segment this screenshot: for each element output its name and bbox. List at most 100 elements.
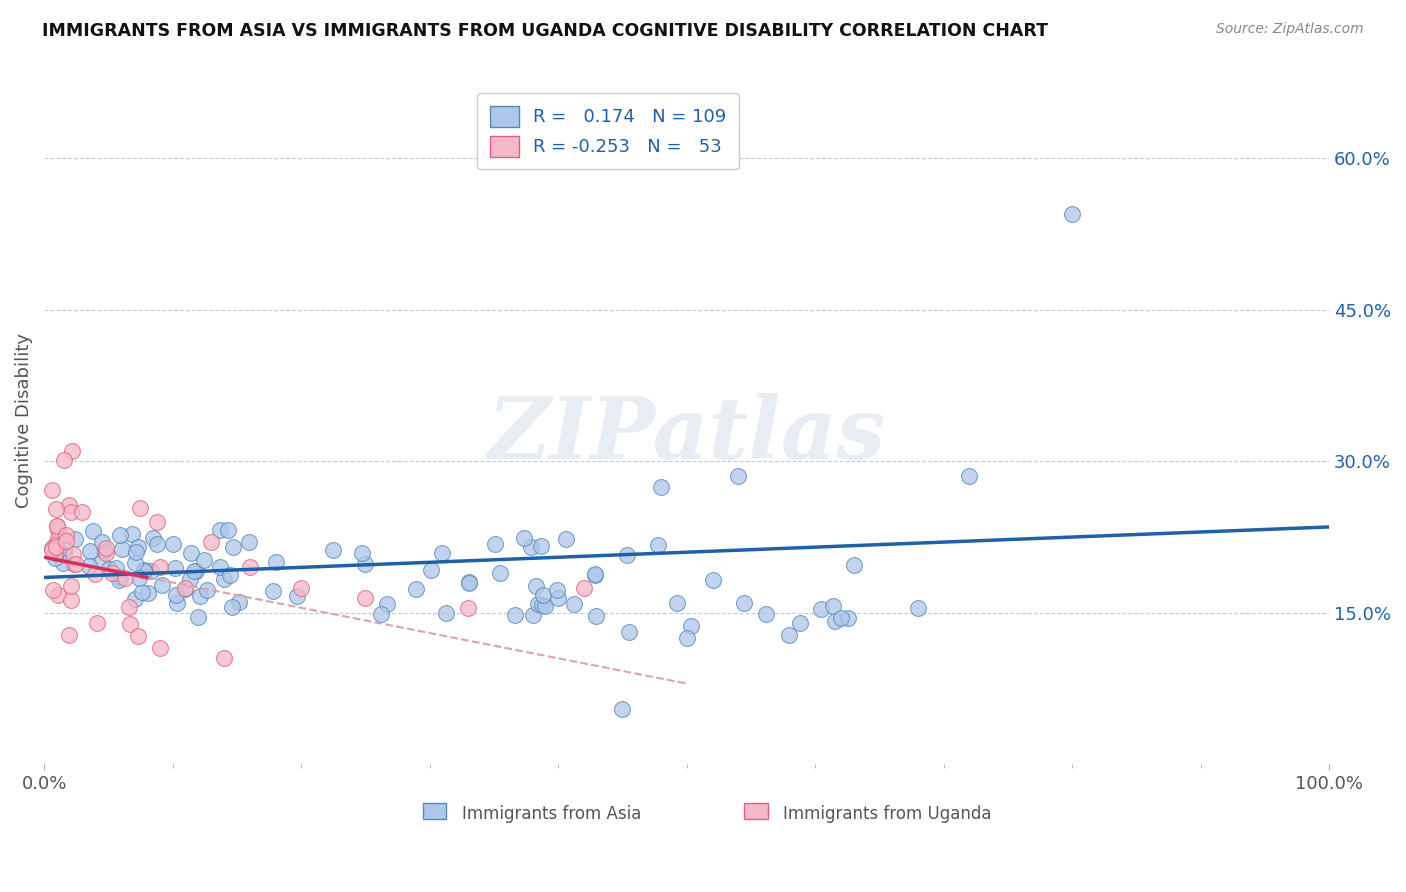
- Point: [616, 549, 638, 563]
- Point: [60, 505, 83, 519]
- Point: [108, 570, 131, 584]
- Point: [60, 444, 83, 458]
- Point: [132, 564, 155, 578]
- Point: [221, 599, 243, 614]
- Point: [91, 535, 114, 549]
- Point: [179, 572, 201, 586]
- Point: [612, 702, 634, 716]
- Point: [183, 564, 205, 578]
- Point: [842, 558, 865, 572]
- Point: [217, 523, 239, 537]
- Point: [110, 541, 132, 556]
- Point: [142, 532, 165, 546]
- Point: [188, 589, 211, 603]
- Point: [93, 543, 115, 558]
- Point: [121, 527, 143, 541]
- Text: Source: ZipAtlas.com: Source: ZipAtlas.com: [1216, 22, 1364, 37]
- Point: [530, 539, 553, 553]
- Point: [530, 598, 553, 612]
- Text: Immigrants from Asia: Immigrants from Asia: [461, 805, 641, 823]
- Point: [120, 617, 142, 632]
- Point: [86, 615, 108, 630]
- Point: [489, 566, 512, 581]
- Point: [184, 565, 207, 579]
- Point: [484, 537, 506, 551]
- Point: [522, 608, 544, 623]
- Point: [1060, 207, 1083, 221]
- Point: [208, 560, 231, 574]
- Point: [49, 529, 72, 543]
- Point: [125, 544, 148, 558]
- Point: [350, 545, 373, 559]
- Point: [96, 541, 118, 555]
- Point: [264, 555, 287, 569]
- Point: [44, 545, 66, 559]
- Point: [821, 599, 844, 613]
- Point: [174, 581, 197, 595]
- Point: [503, 607, 526, 622]
- Point: [42, 582, 65, 597]
- Point: [647, 538, 669, 552]
- Point: [547, 591, 569, 606]
- Point: [789, 615, 811, 630]
- Point: [195, 583, 218, 598]
- Point: [63, 558, 86, 572]
- Point: [90, 556, 112, 570]
- Point: [957, 469, 980, 483]
- Point: [534, 599, 557, 613]
- Point: [114, 571, 136, 585]
- Point: [555, 532, 578, 546]
- Point: [149, 560, 172, 574]
- Point: [562, 597, 585, 611]
- Point: [52, 548, 75, 562]
- Point: [165, 560, 187, 574]
- Point: [727, 469, 749, 483]
- Point: [239, 560, 262, 574]
- Point: [79, 544, 101, 558]
- Point: [65, 558, 87, 572]
- Point: [180, 546, 202, 560]
- Point: [165, 588, 187, 602]
- Point: [524, 579, 547, 593]
- Point: [166, 596, 188, 610]
- Point: [513, 531, 536, 545]
- Point: [45, 540, 67, 554]
- Point: [52, 556, 75, 570]
- Point: [53, 541, 76, 556]
- Point: [354, 557, 377, 571]
- Point: [146, 537, 169, 551]
- Point: [830, 611, 852, 625]
- Point: [405, 582, 427, 596]
- Point: [222, 540, 245, 554]
- Point: [96, 546, 118, 560]
- Point: [420, 563, 443, 577]
- Point: [187, 610, 209, 624]
- Point: [44, 538, 66, 552]
- Point: [432, 545, 454, 559]
- Point: [354, 591, 377, 605]
- Point: [98, 562, 121, 576]
- Point: [105, 561, 128, 575]
- Point: [44, 550, 66, 565]
- Point: [650, 479, 672, 493]
- Point: [55, 534, 77, 549]
- Point: [53, 453, 76, 467]
- Point: [520, 540, 543, 554]
- Point: [322, 542, 344, 557]
- Point: [733, 596, 755, 610]
- Point: [617, 624, 640, 639]
- Point: [457, 600, 479, 615]
- Point: [41, 541, 63, 555]
- Point: [46, 518, 69, 533]
- Legend: R =   0.174   N = 109, R = -0.253   N =   53: R = 0.174 N = 109, R = -0.253 N = 53: [477, 94, 740, 169]
- FancyBboxPatch shape: [744, 803, 768, 819]
- Point: [434, 606, 457, 620]
- Point: [162, 537, 184, 551]
- Point: [375, 597, 398, 611]
- Point: [262, 584, 284, 599]
- Y-axis label: Cognitive Disability: Cognitive Disability: [15, 334, 32, 508]
- Point: [572, 581, 595, 595]
- Point: [58, 628, 80, 642]
- Point: [583, 567, 606, 582]
- Point: [212, 651, 235, 665]
